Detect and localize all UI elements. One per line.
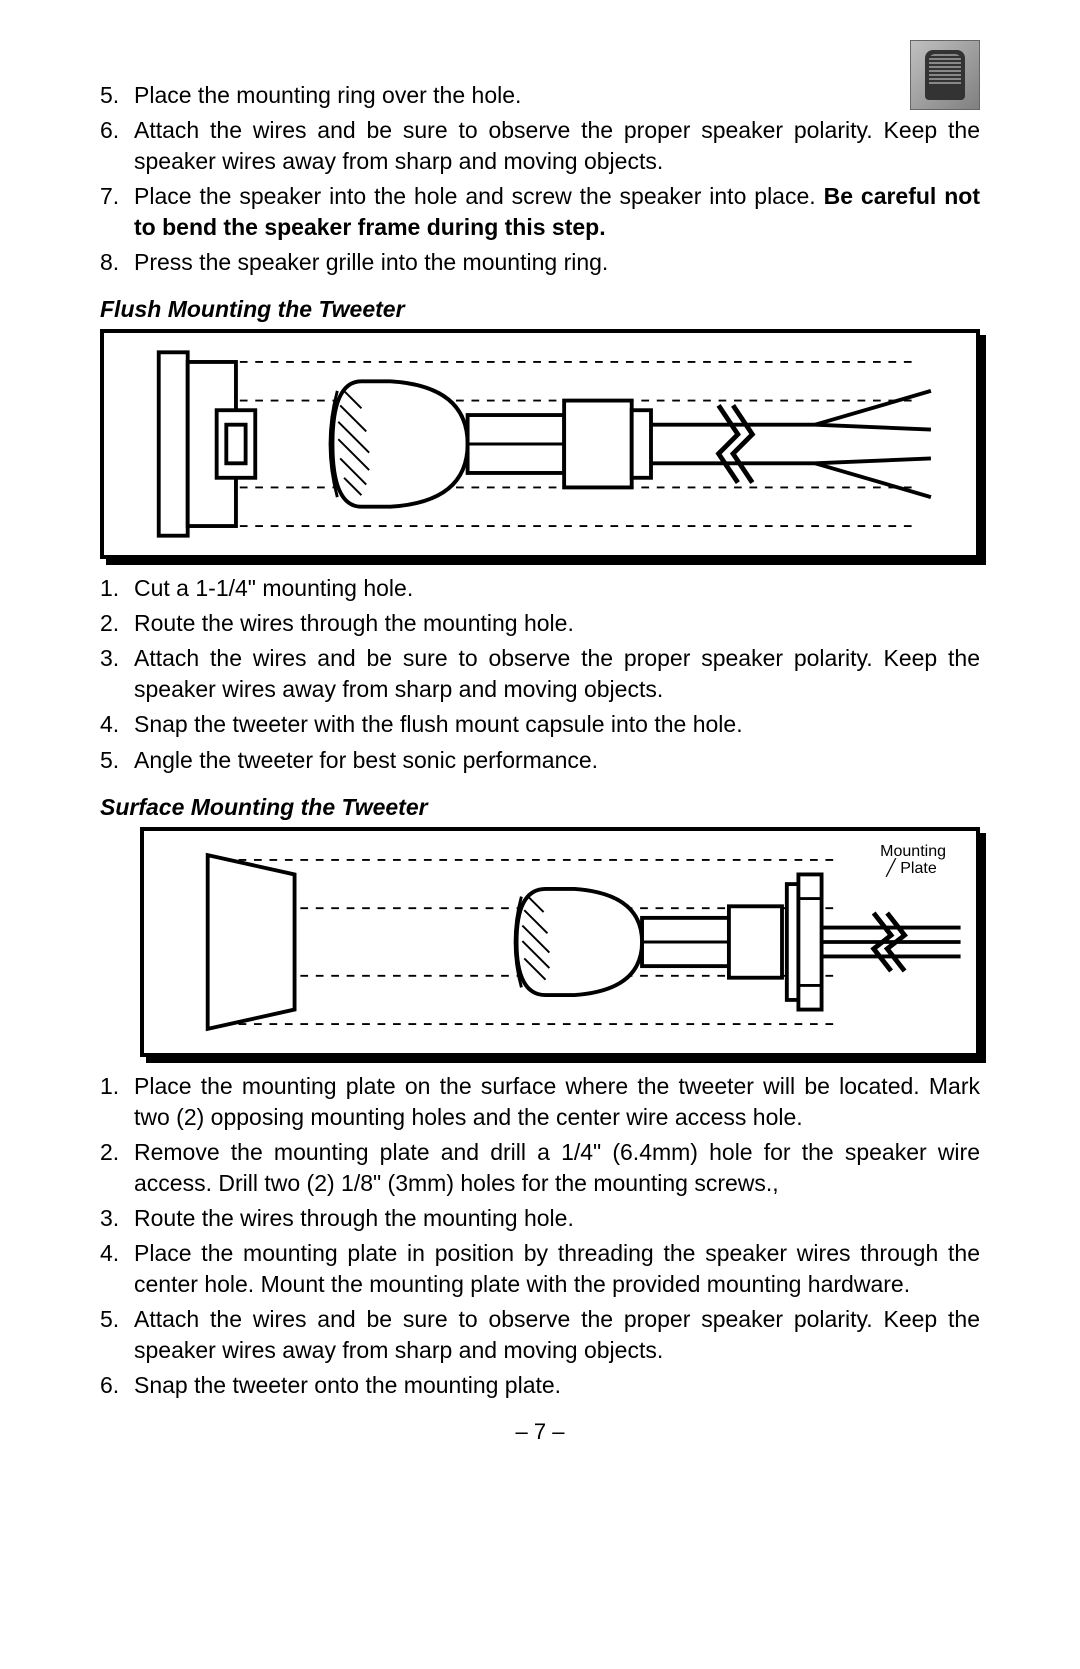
installation-section-icon xyxy=(910,40,980,110)
item-number: 5. xyxy=(100,1304,134,1366)
item-text: Route the wires through the mounting hol… xyxy=(134,1203,980,1234)
speaker-icon xyxy=(925,50,965,100)
item-number: 2. xyxy=(100,608,134,639)
item-text: Attach the wires and be sure to observe … xyxy=(134,643,980,705)
item-text: Place the mounting plate in position by … xyxy=(134,1238,980,1300)
item-number: 8. xyxy=(100,247,134,278)
item-number: 7. xyxy=(100,181,134,243)
list-item: 5. Place the mounting ring over the hole… xyxy=(100,80,980,111)
page-number: – 7 – xyxy=(100,1419,980,1445)
page: 5. Place the mounting ring over the hole… xyxy=(0,0,1080,1485)
list-item: 8. Press the speaker grille into the mou… xyxy=(100,247,980,278)
list-item: 5.Angle the tweeter for best sonic perfo… xyxy=(100,745,980,776)
list-item: 1.Cut a 1-1/4" mounting hole. xyxy=(100,573,980,604)
item-text: Place the mounting plate on the surface … xyxy=(134,1071,980,1133)
item-text: Snap the tweeter with the flush mount ca… xyxy=(134,709,980,740)
item-text: Place the speaker into the hole and scre… xyxy=(134,181,980,243)
list-item: 3.Route the wires through the mounting h… xyxy=(100,1203,980,1234)
list-item: 2.Route the wires through the mounting h… xyxy=(100,608,980,639)
list-item: 7. Place the speaker into the hole and s… xyxy=(100,181,980,243)
flush-mount-diagram xyxy=(104,333,976,555)
item-text: Route the wires through the mounting hol… xyxy=(134,608,980,639)
item-number: 4. xyxy=(100,709,134,740)
section-title-surface: Surface Mounting the Tweeter xyxy=(100,794,980,821)
list-item: 3.Attach the wires and be sure to observ… xyxy=(100,643,980,705)
list-item: 6.Snap the tweeter onto the mounting pla… xyxy=(100,1370,980,1401)
item-number: 3. xyxy=(100,643,134,705)
item-number: 6. xyxy=(100,1370,134,1401)
surface-mount-diagram xyxy=(144,831,976,1053)
list-item: 4.Place the mounting plate in position b… xyxy=(100,1238,980,1300)
instruction-list-surface: 1.Place the mounting plate on the surfac… xyxy=(100,1071,980,1401)
figure-flush-mount xyxy=(100,329,980,559)
callout-line: Plate xyxy=(900,860,936,877)
item-number: 2. xyxy=(100,1137,134,1199)
item-text: Attach the wires and be sure to observe … xyxy=(134,1304,980,1366)
item-text: Remove the mounting plate and drill a 1/… xyxy=(134,1137,980,1199)
item-text: Angle the tweeter for best sonic perform… xyxy=(134,745,980,776)
item-number: 5. xyxy=(100,80,134,111)
item-number: 1. xyxy=(100,1071,134,1133)
item-number: 3. xyxy=(100,1203,134,1234)
item-text-plain: Place the speaker into the hole and scre… xyxy=(134,183,824,209)
item-text: Cut a 1-1/4" mounting hole. xyxy=(134,573,980,604)
list-item: 4.Snap the tweeter with the flush mount … xyxy=(100,709,980,740)
callout-slash: ╱ xyxy=(880,860,900,877)
item-number: 6. xyxy=(100,115,134,177)
section-title-flush: Flush Mounting the Tweeter xyxy=(100,296,980,323)
list-item: 2.Remove the mounting plate and drill a … xyxy=(100,1137,980,1199)
item-number: 1. xyxy=(100,573,134,604)
callout-mounting-plate: Mounting ╱ Plate xyxy=(880,843,946,878)
item-text: Press the speaker grille into the mounti… xyxy=(134,247,980,278)
instruction-list-top: 5. Place the mounting ring over the hole… xyxy=(100,80,980,278)
item-text: Snap the tweeter onto the mounting plate… xyxy=(134,1370,980,1401)
item-number: 4. xyxy=(100,1238,134,1300)
callout-line: Mounting xyxy=(880,843,946,860)
list-item: 1.Place the mounting plate on the surfac… xyxy=(100,1071,980,1133)
instruction-list-flush: 1.Cut a 1-1/4" mounting hole. 2.Route th… xyxy=(100,573,980,775)
item-text: Place the mounting ring over the hole. xyxy=(134,80,980,111)
list-item: 5.Attach the wires and be sure to observ… xyxy=(100,1304,980,1366)
figure-surface-mount: Mounting ╱ Plate xyxy=(140,827,980,1057)
list-item: 6. Attach the wires and be sure to obser… xyxy=(100,115,980,177)
item-number: 5. xyxy=(100,745,134,776)
item-text: Attach the wires and be sure to observe … xyxy=(134,115,980,177)
